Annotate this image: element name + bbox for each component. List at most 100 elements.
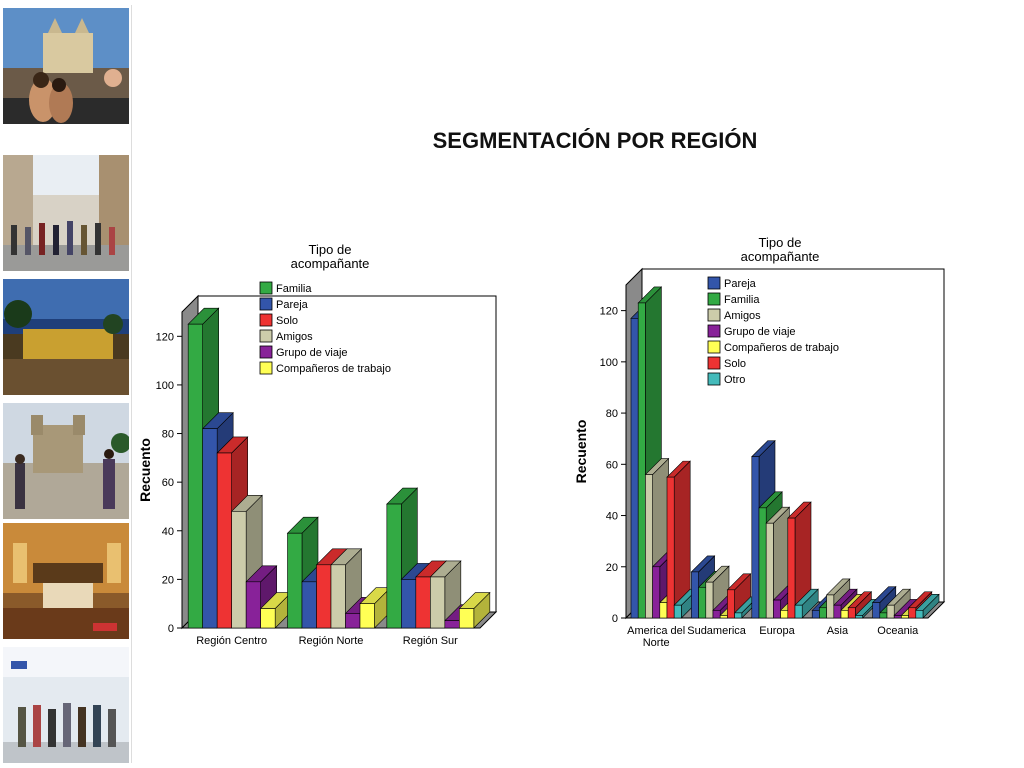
legend-swatch	[707, 356, 721, 370]
bar	[637, 302, 646, 619]
slide-title: SEGMENTACIÓN POR REGIÓN	[432, 128, 758, 153]
legend-label: Grupo de viaje	[276, 347, 348, 359]
photo-church-plaza	[3, 403, 129, 519]
chart-region: 0 20 40 60 80 100 120 Recuento Región Centro Regi…	[140, 242, 498, 647]
bar	[765, 522, 774, 619]
category-label: Región Centro	[196, 635, 267, 647]
y-tick-label: 40	[162, 526, 174, 538]
bar	[430, 576, 446, 629]
bar	[202, 428, 218, 629]
legend-title: Tipo de	[309, 242, 352, 257]
legend-label: Otro	[724, 374, 745, 386]
y-tick-label: 100	[600, 357, 618, 369]
y-tick-label: 120	[600, 306, 618, 318]
y-tick-label: 80	[162, 429, 174, 441]
photo-airport-image	[3, 647, 129, 763]
legend-label: Compañeros de trabajo	[276, 363, 391, 375]
bar	[231, 511, 247, 629]
bar	[773, 599, 781, 619]
legend-swatch	[707, 324, 721, 338]
bar	[787, 517, 796, 619]
category-label: Región Norte	[299, 635, 364, 647]
category-label: Norte	[643, 637, 670, 649]
y-tick-label: 120	[156, 331, 174, 343]
bar	[872, 602, 881, 619]
bar	[630, 318, 639, 619]
legend-title: Tipo de	[759, 235, 802, 250]
y-axis-label: Recuento	[140, 438, 153, 502]
legend-label: Grupo de viaje	[724, 326, 796, 338]
category-label: Región Sur	[403, 635, 458, 647]
bar	[260, 608, 276, 629]
bar	[819, 607, 827, 619]
bar	[698, 586, 707, 619]
photo-terrace	[3, 279, 129, 395]
category-label: Sudamerica	[687, 625, 747, 637]
legend-swatch	[707, 340, 721, 354]
bar	[780, 610, 789, 619]
legend-swatch	[707, 276, 721, 290]
bar	[727, 589, 735, 619]
y-tick-label: 40	[606, 511, 618, 523]
bar	[705, 581, 714, 619]
bar	[316, 564, 332, 629]
legend-label: Amigos	[724, 310, 761, 322]
photo-church-plaza-image	[3, 403, 129, 519]
legend-title: acompañante	[741, 249, 820, 264]
bar	[734, 612, 743, 619]
bar	[879, 612, 888, 619]
bar	[345, 613, 361, 629]
photo-strip	[0, 5, 132, 763]
bar	[330, 564, 346, 629]
legend-swatch	[707, 292, 721, 306]
legend-swatch	[259, 297, 273, 311]
y-tick-label: 20	[162, 574, 174, 586]
photo-couple-pool	[3, 8, 129, 124]
bar	[855, 615, 863, 619]
bar	[908, 607, 917, 619]
category-label: Asia	[827, 625, 849, 637]
y-axis-label: Recuento	[573, 420, 589, 484]
legend-swatch	[259, 281, 273, 295]
bar	[847, 607, 856, 619]
bar	[901, 615, 909, 619]
bar	[444, 620, 460, 629]
bar	[915, 610, 924, 619]
y-tick-label: 60	[606, 459, 618, 471]
bar	[386, 503, 402, 629]
y-tick-label: 80	[606, 408, 618, 420]
bar	[751, 456, 760, 619]
legend-swatch	[259, 361, 273, 375]
bar	[886, 604, 895, 619]
legend-label: Solo	[724, 358, 746, 370]
legend-swatch	[259, 313, 273, 327]
photo-hotel-room	[3, 523, 129, 639]
legend-label: Pareja	[276, 299, 309, 311]
photo-street-crowd	[3, 155, 129, 271]
bar	[216, 452, 232, 629]
category-label: Oceania	[877, 625, 919, 637]
y-tick-label: 0	[612, 613, 618, 625]
y-tick-label: 20	[606, 562, 618, 574]
photo-street-crowd-image	[3, 155, 129, 271]
legend-label: Familia	[724, 294, 760, 306]
y-tick-label: 60	[162, 477, 174, 489]
bar	[287, 532, 303, 629]
legend-title: acompañante	[291, 256, 370, 271]
y-tick-label: 100	[156, 380, 174, 392]
bar	[187, 323, 203, 629]
bar	[712, 610, 721, 619]
bar	[719, 615, 728, 619]
bar	[833, 604, 842, 619]
photo-airport	[3, 647, 129, 763]
category-label: America del	[627, 625, 685, 637]
bar	[811, 610, 820, 619]
photo-couple-pool-image	[3, 8, 129, 124]
bar	[245, 581, 261, 629]
y-tick-label: 0	[168, 623, 174, 635]
bar	[359, 603, 375, 629]
bar	[659, 602, 668, 619]
legend-swatch	[707, 372, 721, 386]
bar	[652, 566, 661, 619]
